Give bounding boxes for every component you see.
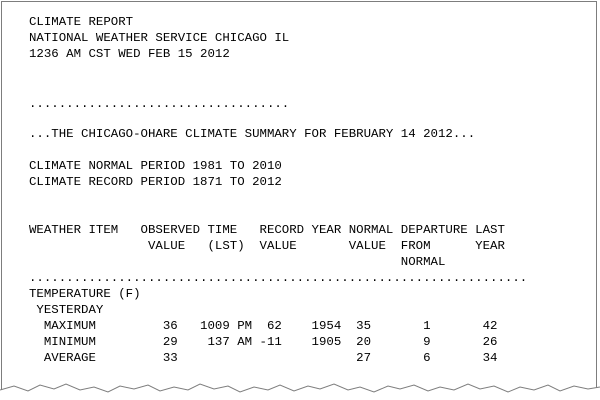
summary-heading: ...THE CHICAGO-OHARE CLIMATE SUMMARY FOR… (29, 127, 476, 141)
table-header-line-2: VALUE (LST) VALUE VALUE FROM YEAR (29, 239, 505, 253)
row-maximum: MAXIMUM 36 1009 PM 62 1954 35 1 42 (29, 319, 498, 333)
normal-period: CLIMATE NORMAL PERIOD 1981 TO 2010 (29, 159, 282, 173)
dotted-separator: ................................... (29, 97, 290, 111)
section-temperature: TEMPERATURE (F) (29, 287, 141, 301)
issue-time: 1236 AM CST WED FEB 15 2012 (29, 47, 230, 61)
table-header-line-1: WEATHER ITEM OBSERVED TIME RECORD YEAR N… (29, 223, 505, 237)
row-minimum: MINIMUM 29 137 AM -11 1905 20 9 26 (29, 335, 498, 349)
issuing-office: NATIONAL WEATHER SERVICE CHICAGO IL (29, 31, 290, 45)
row-average: AVERAGE 33 27 6 34 (29, 351, 498, 365)
report-title: CLIMATE REPORT (29, 15, 134, 29)
table-header-line-3: NORMAL (29, 255, 446, 269)
table-separator: ........................................… (29, 271, 528, 285)
record-period: CLIMATE RECORD PERIOD 1871 TO 2012 (29, 175, 282, 189)
subsection-yesterday: YESTERDAY (29, 303, 104, 317)
torn-edge (0, 383, 600, 400)
